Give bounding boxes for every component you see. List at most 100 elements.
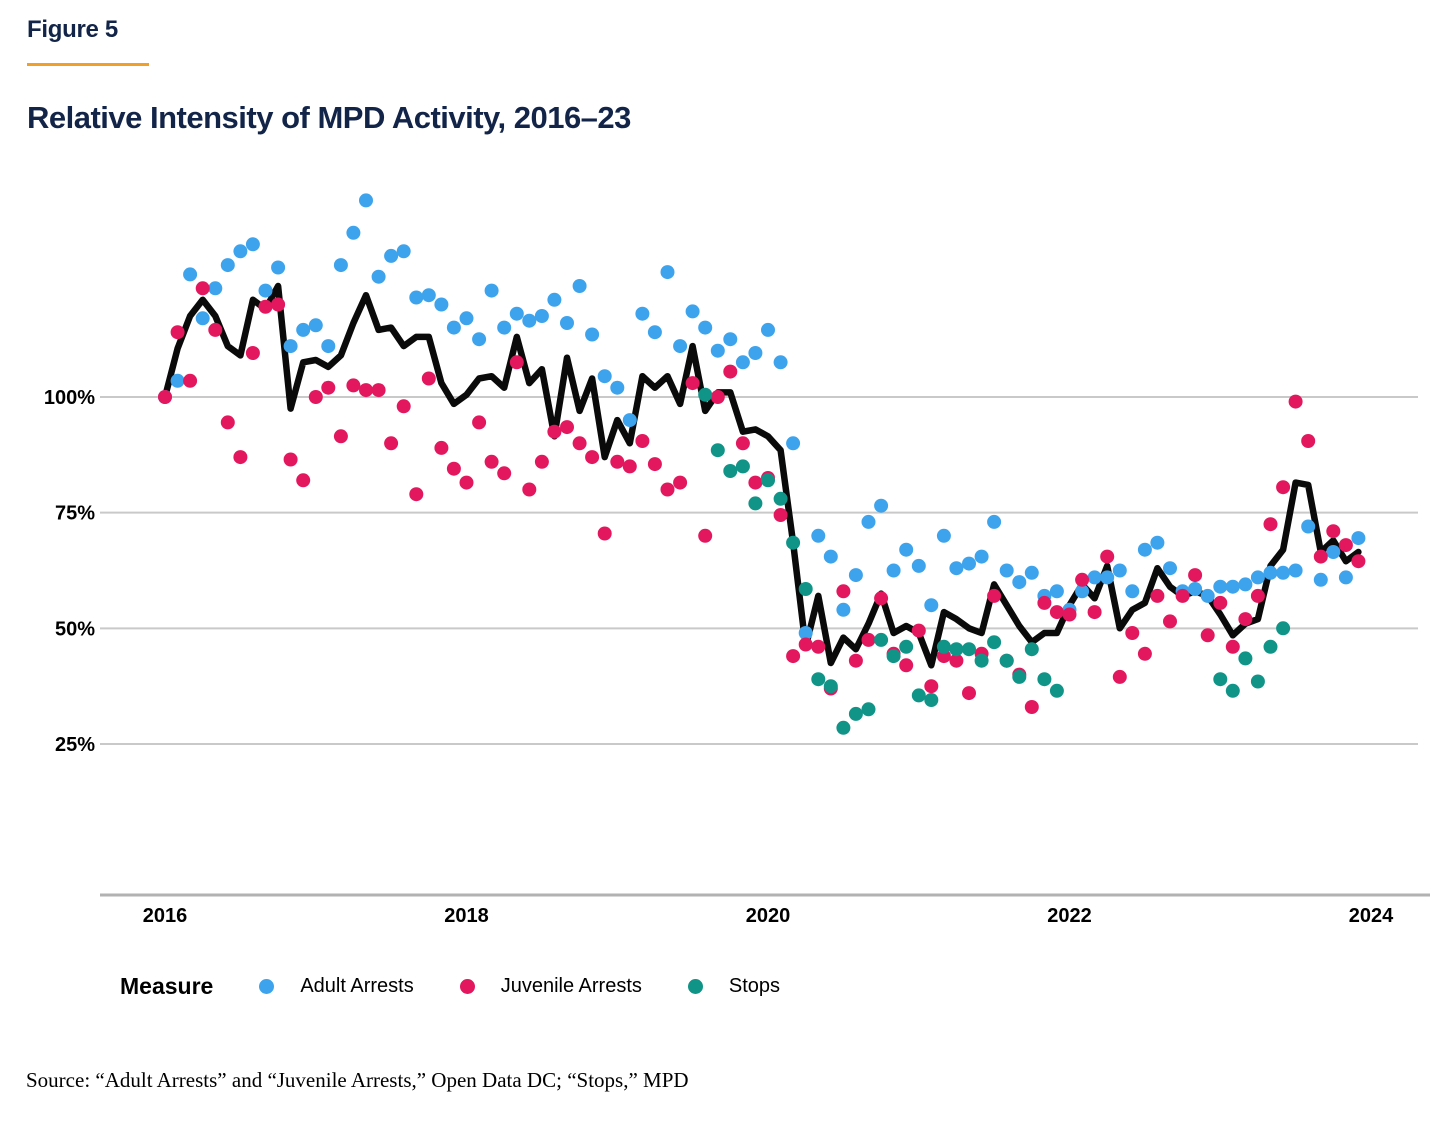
adult-arrests-dot-icon (259, 979, 275, 994)
data-point-adult-arrests (1288, 563, 1303, 578)
data-point-adult-arrests (999, 563, 1014, 578)
data-point-adult-arrests (572, 279, 587, 293)
data-point-adult-arrests (1338, 570, 1353, 585)
data-point-juvenile-arrests (321, 380, 336, 395)
data-point-juvenile-arrests (258, 299, 273, 314)
data-point-adult-arrests (610, 380, 625, 395)
legend-item-stops: Stops (687, 975, 780, 998)
data-point-juvenile-arrests (899, 658, 914, 673)
data-point-adult-arrests (622, 413, 637, 428)
data-point-adult-arrests (1075, 584, 1090, 599)
data-point-juvenile-arrests (1263, 517, 1278, 532)
data-point-juvenile-arrests (434, 440, 449, 455)
data-point-adult-arrests (936, 528, 951, 543)
data-point-juvenile-arrests (836, 584, 851, 599)
data-point-juvenile-arrests (1075, 572, 1090, 587)
data-point-adult-arrests (1313, 572, 1328, 587)
data-point-stops (974, 653, 989, 668)
data-point-adult-arrests (585, 327, 600, 342)
data-point-stops (1238, 651, 1253, 666)
data-point-juvenile-arrests (1351, 554, 1366, 569)
data-point-juvenile-arrests (296, 473, 311, 488)
data-point-stops (949, 642, 964, 657)
data-point-adult-arrests (509, 306, 524, 321)
data-point-juvenile-arrests (1125, 626, 1140, 640)
data-point-juvenile-arrests (811, 639, 826, 654)
data-point-juvenile-arrests (497, 466, 512, 481)
data-point-adult-arrests (911, 558, 926, 573)
data-point-adult-arrests (861, 514, 876, 529)
data-point-adult-arrests (371, 269, 386, 284)
data-point-adult-arrests (1200, 588, 1215, 603)
data-point-adult-arrests (296, 322, 311, 337)
data-point-juvenile-arrests (660, 482, 675, 497)
x-axis-tick-label: 2016 (143, 905, 188, 927)
data-point-adult-arrests (1301, 519, 1316, 534)
data-point-adult-arrests (1163, 561, 1177, 576)
data-point-adult-arrests (497, 320, 512, 335)
data-point-juvenile-arrests (271, 297, 286, 312)
data-point-adult-arrests (434, 297, 449, 312)
data-point-adult-arrests (1049, 584, 1064, 599)
stops-dot-icon (687, 979, 703, 994)
data-point-juvenile-arrests (1163, 614, 1177, 629)
data-point-stops (786, 535, 801, 550)
data-point-juvenile-arrests (1238, 612, 1253, 627)
data-point-juvenile-arrests (183, 373, 198, 388)
x-axis-tick-label: 2020 (746, 905, 791, 927)
data-point-juvenile-arrests (1175, 588, 1190, 603)
legend-item-label: Juvenile Arrests (500, 975, 642, 997)
data-point-adult-arrests (949, 561, 964, 576)
data-point-stops (1250, 674, 1265, 689)
data-point-stops (886, 649, 901, 664)
x-axis-tick-label: 2018 (444, 905, 489, 927)
data-point-juvenile-arrests (610, 454, 625, 469)
data-point-adult-arrests (1100, 570, 1115, 585)
data-point-adult-arrests (233, 244, 248, 259)
data-point-juvenile-arrests (597, 526, 612, 541)
data-point-adult-arrests (534, 309, 549, 323)
data-point-juvenile-arrests (509, 355, 524, 370)
data-point-juvenile-arrests (220, 415, 235, 430)
data-point-stops (1037, 672, 1052, 687)
data-point-adult-arrests (647, 325, 662, 340)
y-axis-tick-label: 25% (55, 734, 95, 756)
data-point-juvenile-arrests (1024, 700, 1039, 714)
data-point-juvenile-arrests (710, 390, 725, 404)
data-point-juvenile-arrests (1326, 524, 1341, 539)
data-point-adult-arrests (974, 549, 989, 564)
data-point-juvenile-arrests (1250, 588, 1265, 603)
data-point-juvenile-arrests (735, 436, 750, 451)
data-point-stops (936, 639, 951, 654)
data-point-adult-arrests (522, 313, 537, 328)
data-point-adult-arrests (384, 248, 399, 263)
data-point-juvenile-arrests (208, 322, 223, 337)
data-point-stops (710, 443, 725, 458)
data-point-stops (836, 720, 851, 735)
data-point-adult-arrests (446, 320, 461, 335)
data-point-juvenile-arrests (158, 390, 172, 404)
data-point-adult-arrests (748, 346, 763, 360)
data-point-adult-arrests (1225, 579, 1240, 594)
data-point-adult-arrests (547, 292, 562, 307)
data-point-adult-arrests (321, 339, 336, 354)
data-point-adult-arrests (848, 568, 863, 583)
data-point-stops (811, 672, 826, 687)
data-point-stops (1276, 621, 1291, 636)
legend-item-label: Adult Arrests (300, 975, 414, 997)
data-point-stops (911, 688, 926, 703)
data-point-juvenile-arrests (283, 452, 298, 467)
data-point-stops (1213, 672, 1228, 687)
data-point-juvenile-arrests (1338, 538, 1353, 553)
data-point-adult-arrests (597, 369, 612, 384)
data-point-adult-arrests (1087, 570, 1102, 585)
data-point-stops (748, 496, 763, 511)
data-point-juvenile-arrests (1301, 434, 1316, 448)
data-point-adult-arrests (359, 193, 373, 208)
data-point-adult-arrests (874, 498, 889, 513)
data-point-juvenile-arrests (798, 637, 813, 652)
data-point-juvenile-arrests (786, 649, 801, 664)
data-point-juvenile-arrests (1213, 595, 1228, 610)
data-point-juvenile-arrests (547, 424, 562, 439)
data-point-adult-arrests (333, 258, 348, 273)
